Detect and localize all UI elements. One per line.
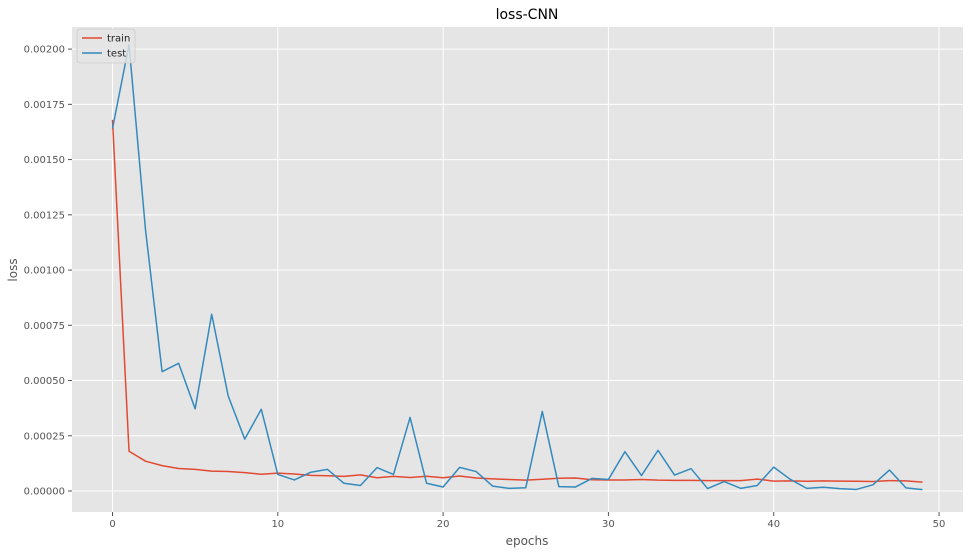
chart-title: loss-CNN xyxy=(496,7,559,23)
y-tick-label: 0.00150 xyxy=(24,155,65,166)
x-tick-label: 30 xyxy=(602,519,615,530)
legend: train test xyxy=(76,28,136,64)
series-test-line xyxy=(111,43,923,491)
series-lines xyxy=(111,43,923,491)
legend-train-label: train xyxy=(107,34,130,45)
y-axis-ticks: 0.00000 0.00025 0.00050 0.00075 0.00100 0.001… xyxy=(24,45,72,498)
y-tick-label: 0.00125 xyxy=(24,210,65,221)
plot-area xyxy=(72,27,963,512)
x-tick-label: 0 xyxy=(109,519,115,530)
series-train-line xyxy=(111,119,923,483)
x-tick-label: 20 xyxy=(437,519,450,530)
y-axis-label: loss xyxy=(6,258,20,281)
x-tick-label: 10 xyxy=(271,519,284,530)
x-axis-ticks: 0 10 20 30 40 50 xyxy=(109,512,945,530)
grid-lines xyxy=(72,27,963,512)
y-tick-label: 0.00000 xyxy=(24,487,65,498)
x-axis-label: epochs xyxy=(506,534,549,548)
legend-test-label: test xyxy=(107,49,126,60)
x-tick-label: 50 xyxy=(933,519,946,530)
y-tick-label: 0.00025 xyxy=(24,431,65,442)
y-tick-label: 0.00050 xyxy=(24,376,65,387)
y-tick-label: 0.00075 xyxy=(24,321,65,332)
y-tick-label: 0.00100 xyxy=(24,266,65,277)
y-tick-label: 0.00175 xyxy=(24,100,65,111)
y-tick-label: 0.00200 xyxy=(24,45,65,56)
x-tick-label: 40 xyxy=(767,519,780,530)
